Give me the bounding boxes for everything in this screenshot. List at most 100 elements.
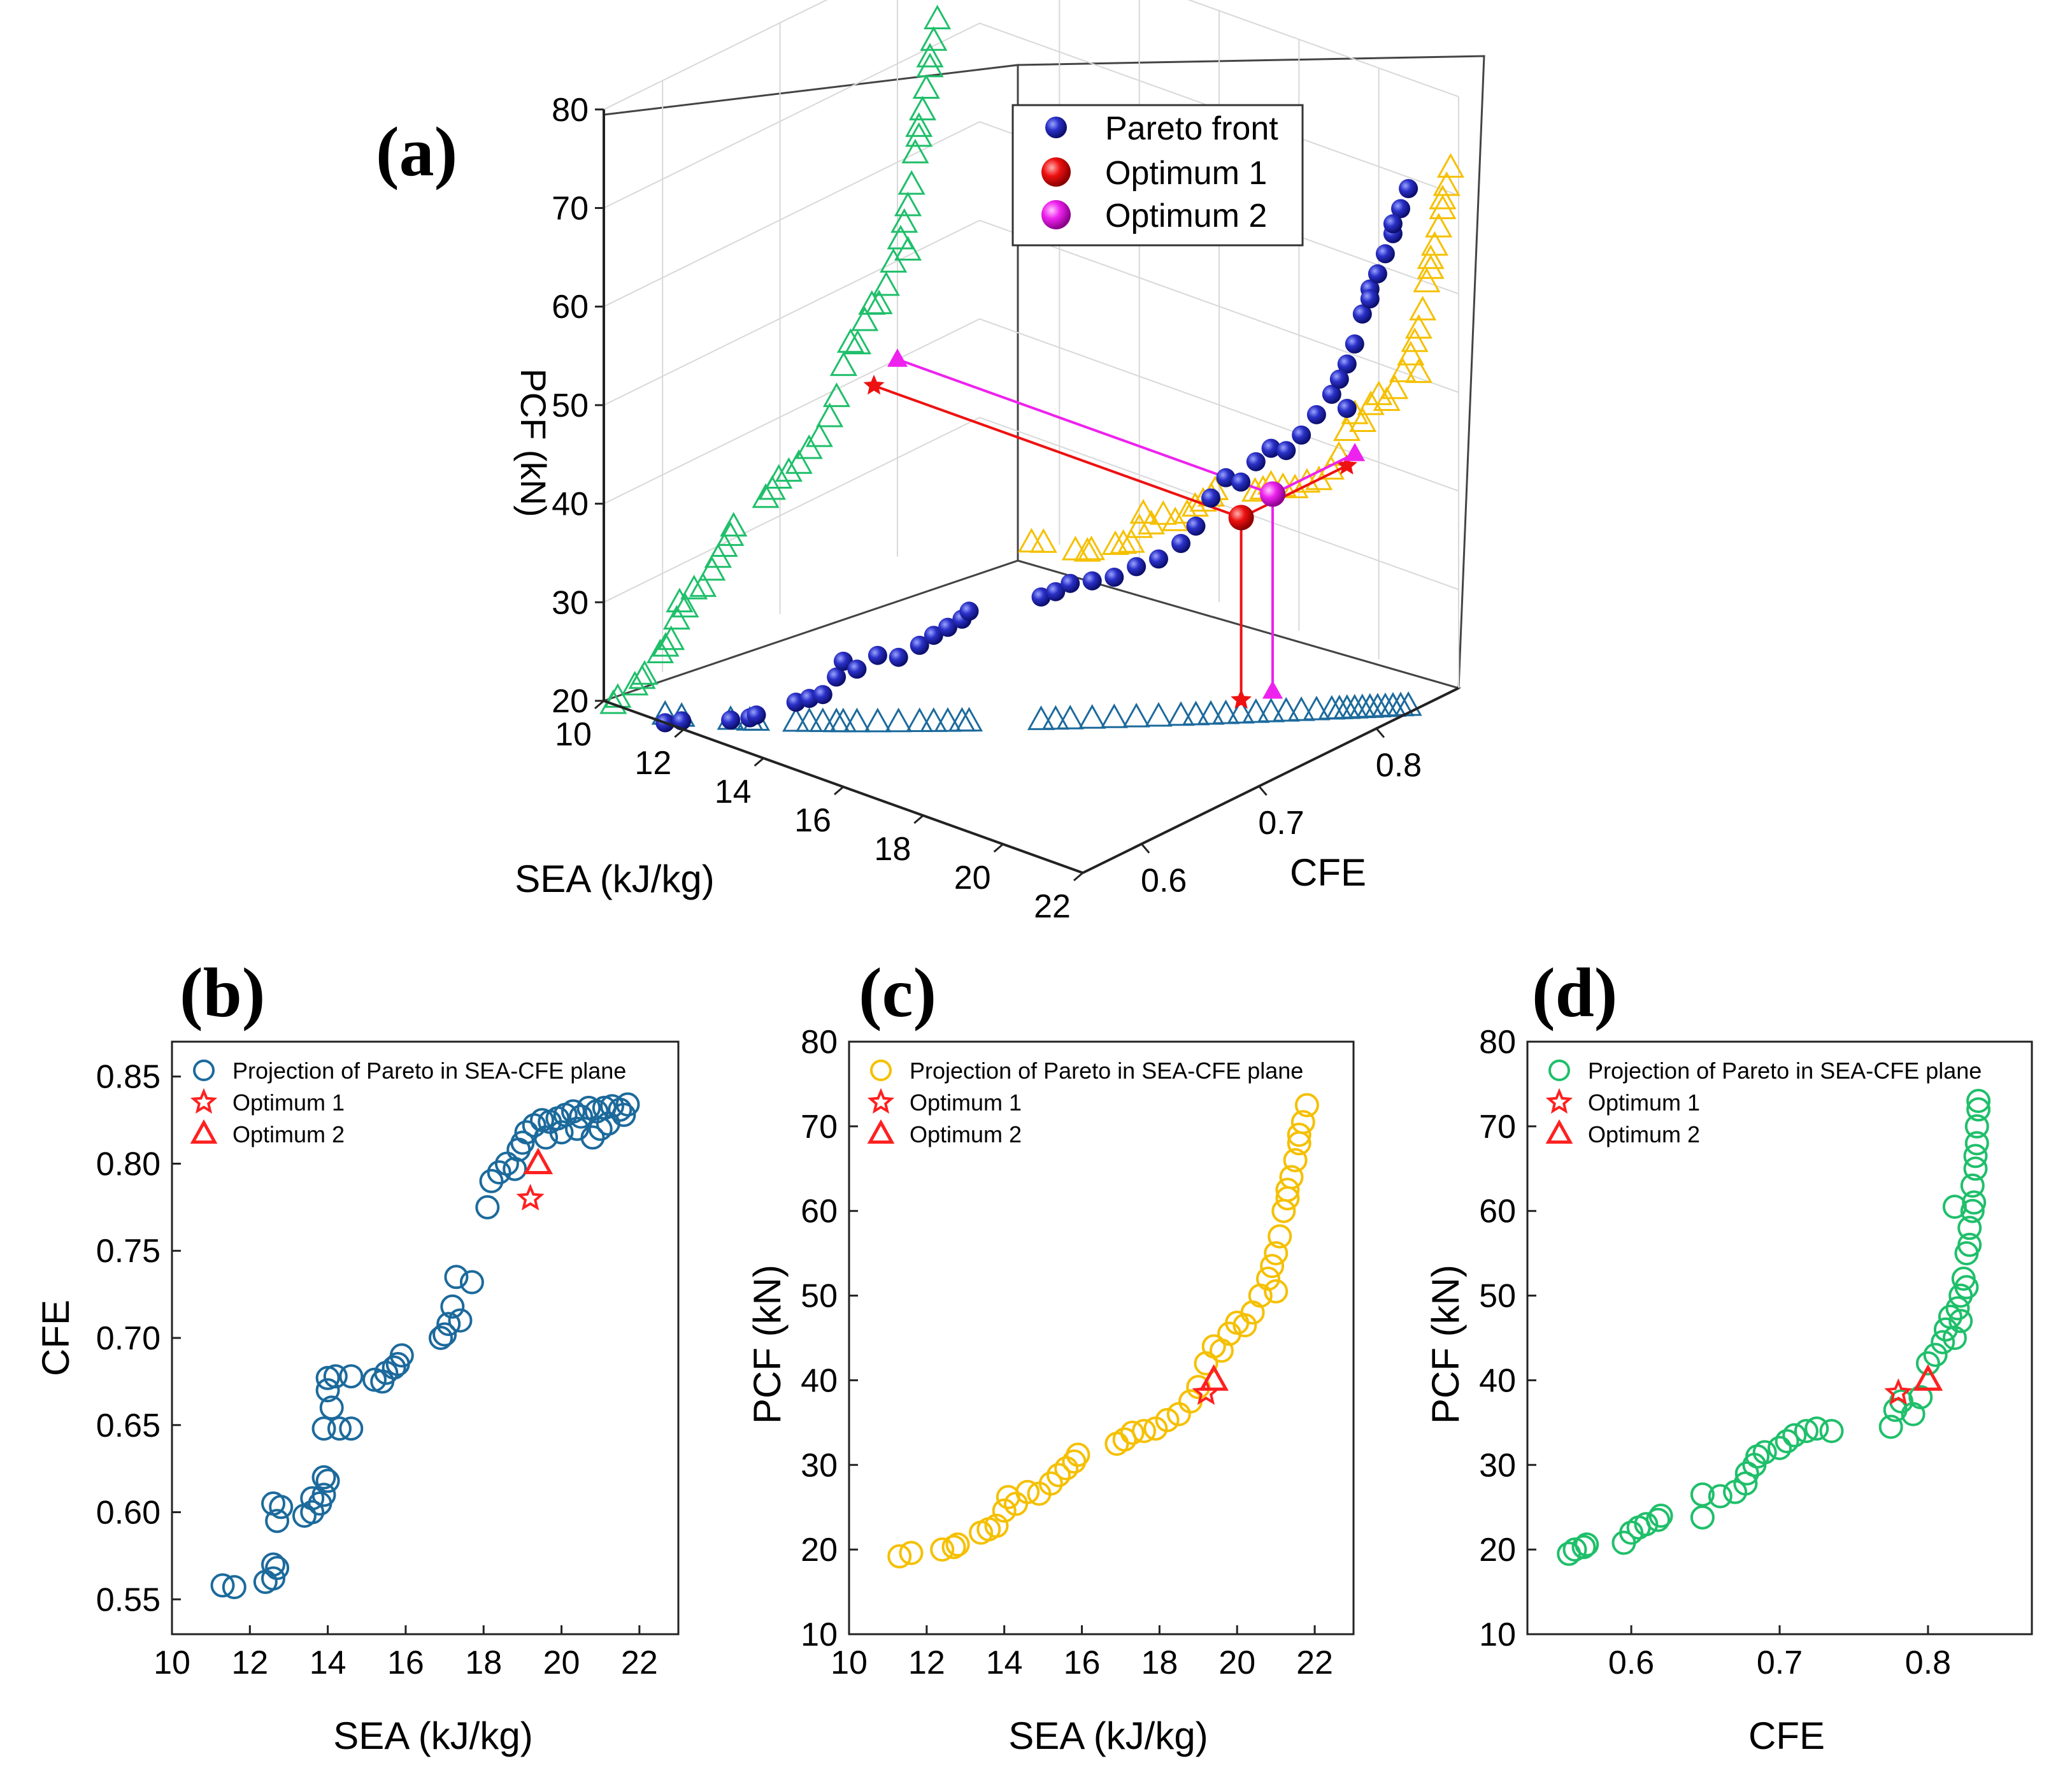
sea-tick-label: 10	[555, 716, 592, 753]
y-tick-label: 0.75	[96, 1233, 161, 1270]
data-point	[1283, 1148, 1308, 1172]
data-point	[269, 1495, 294, 1520]
projection-sea-cfe	[1211, 699, 1240, 724]
panel-c-plot: 10 12 14 16 18 20 22 10 20 30 40 50 60 70 80 Projection…	[801, 1024, 1355, 1681]
y-tick-label: 70	[1479, 1109, 1516, 1146]
data-point	[1957, 1216, 1982, 1240]
y-tick-label: 0.85	[96, 1059, 161, 1096]
data-point	[1963, 1156, 1988, 1181]
data-point	[1804, 1416, 1829, 1441]
projection-sea-cfe	[809, 707, 837, 733]
projection-cfe-pcf	[689, 572, 717, 597]
projection-cfe-pcf	[905, 112, 933, 137]
pareto-sphere	[924, 626, 943, 645]
legend-pareto-label: Pareto front	[1105, 110, 1278, 147]
projection-sea-pcf	[1417, 254, 1445, 279]
legend-optimum2-label: Optimum 2	[910, 1121, 1022, 1147]
data-point	[311, 1416, 336, 1441]
projection-cfe-pcf	[720, 512, 748, 537]
optimum-2-marker	[1199, 1364, 1229, 1391]
projection-cfe-pcf	[872, 271, 900, 296]
legend-projection-symbol	[193, 1060, 215, 1081]
data-point	[429, 1326, 453, 1350]
legend-optimum1-label: Optimum 1	[910, 1089, 1022, 1116]
x-tick-label: 0.6	[1608, 1644, 1654, 1681]
pareto-sphere	[1031, 587, 1051, 607]
projection-cfe-pcf	[765, 464, 793, 489]
sea-tick-mark	[834, 786, 844, 796]
y-tick-label: 0.80	[96, 1146, 161, 1182]
cfe-tick-mark	[1141, 843, 1150, 854]
y-tick-label: 40	[801, 1362, 838, 1399]
pareto-sphere	[1061, 573, 1080, 593]
panel-b-plot: 10 12 14 16 18 20 22 0.55 0.60 0.65 0.70 0.75 0.80 0.…	[96, 1040, 680, 1681]
pareto-sphere	[1337, 399, 1357, 418]
projection-cfe-pcf	[662, 605, 691, 630]
panel-b-xlabel: SEA (kJ/kg)	[333, 1714, 532, 1757]
sea-tick-mark	[993, 843, 1004, 853]
data-point	[992, 1498, 1017, 1523]
data-point	[899, 1541, 924, 1565]
pareto-sphere	[747, 705, 766, 725]
projection-sea-cfe	[1287, 696, 1315, 721]
data-point	[1933, 1317, 1958, 1342]
projection-sea-pcf	[1333, 416, 1361, 442]
sea-tick-label: 12	[634, 745, 671, 782]
pareto-sphere	[672, 711, 692, 731]
pcf-tick-label: 60	[552, 289, 589, 326]
projection-sea-cfe	[843, 707, 871, 733]
y-tick-label: 0.65	[96, 1407, 161, 1444]
sea-tick-label: 14	[715, 773, 752, 810]
panel-a-pareto-front	[655, 179, 1418, 733]
pareto-sphere	[938, 617, 957, 637]
projection-sea-pcf	[1373, 386, 1401, 412]
panel-c-letter: (c)	[859, 954, 936, 1031]
projection-sea-pcf	[1401, 327, 1429, 352]
pareto-sphere	[721, 710, 741, 730]
data-point	[389, 1343, 414, 1368]
projection-sea-pcf	[1101, 530, 1129, 556]
x-tick-label: 18	[465, 1644, 502, 1681]
data-point	[1942, 1326, 1967, 1350]
projection-sea-cfe	[1242, 698, 1270, 723]
projection-sea-cfe	[829, 707, 857, 733]
data-point	[261, 1566, 285, 1591]
pareto-sphere	[1127, 557, 1147, 577]
x-tick-label: 22	[621, 1644, 658, 1681]
data-point	[1120, 1420, 1145, 1445]
data-point	[1264, 1279, 1289, 1304]
pcf-tick-label: 50	[552, 387, 589, 424]
data-point	[945, 1532, 970, 1557]
projection-sea-cfe	[1182, 700, 1210, 726]
data-point	[1562, 1537, 1587, 1562]
projection-cfe-pcf	[897, 170, 925, 195]
pareto-sphere	[1399, 179, 1418, 198]
projection-sea-cfe	[920, 707, 948, 732]
pareto-sphere	[1231, 472, 1251, 492]
projection-cfe-pcf	[680, 575, 708, 600]
x-tick-label: 22	[1296, 1644, 1333, 1681]
projection-sea-pcf	[1409, 296, 1437, 320]
projection-cfe-pcf	[666, 587, 694, 613]
data-point	[440, 1294, 465, 1319]
x-tick-label: 18	[1141, 1644, 1178, 1681]
pareto-sphere	[1292, 425, 1311, 445]
legend-optimum2-sphere	[1041, 200, 1071, 229]
projection-sea-pcf	[1420, 231, 1448, 256]
data-point	[941, 1535, 966, 1560]
pareto-sphere	[1261, 438, 1281, 458]
projection-sea-pcf	[1117, 528, 1145, 553]
optimum-2-guide-line	[897, 358, 1273, 496]
y-tick-label: 50	[1479, 1278, 1516, 1315]
pareto-sphere	[889, 647, 908, 667]
pareto-sphere	[1329, 370, 1349, 389]
optimum-2-marker	[1913, 1364, 1943, 1391]
legend-optimum1-label: Optimum 1	[232, 1089, 345, 1116]
pareto-sphere	[1186, 516, 1206, 536]
panel-d-plot: 0.6 0.7 0.8 10 20 30 40 50 60 70 80 Projection of P…	[1479, 1024, 2033, 1681]
projection-cfe-pcf	[816, 402, 844, 428]
data-point	[503, 1156, 527, 1181]
pareto-sphere	[1149, 549, 1168, 569]
projection-cfe-pcf	[795, 434, 823, 459]
optimum-2-projection-triangle	[1262, 680, 1283, 699]
